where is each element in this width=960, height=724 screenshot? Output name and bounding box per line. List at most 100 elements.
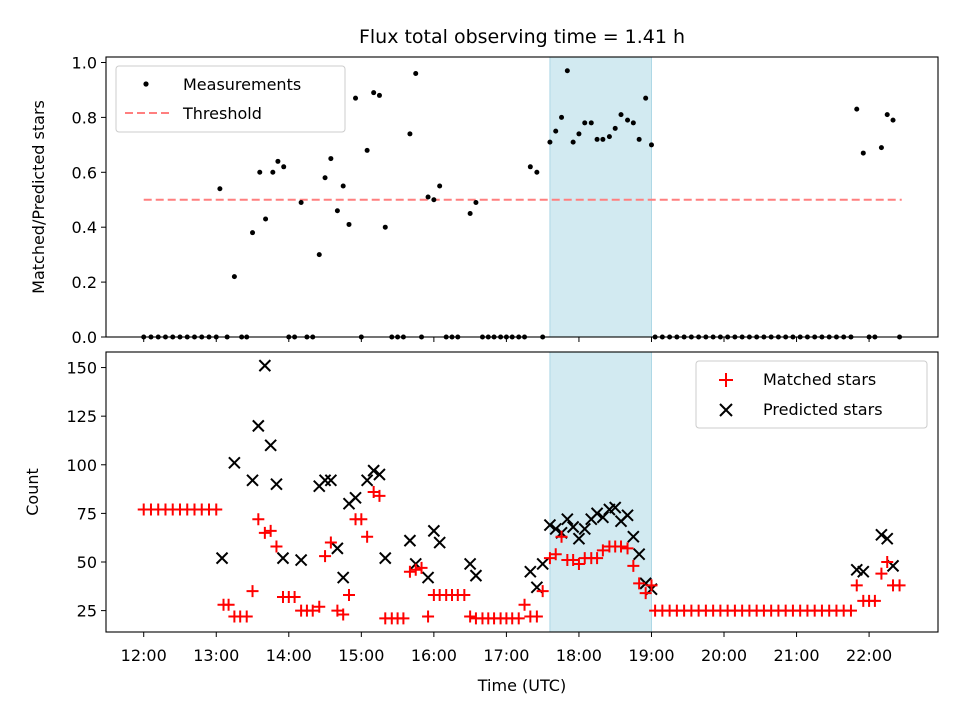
matched-star-marker xyxy=(512,612,525,625)
matched-star-marker xyxy=(403,565,416,578)
measurement-point xyxy=(217,186,223,192)
matched-star-marker xyxy=(596,544,609,557)
measurement-point xyxy=(322,175,328,181)
x-tick-label: 21:00 xyxy=(773,646,819,665)
highlight-span-rect xyxy=(549,351,652,633)
matched-star-marker xyxy=(306,604,319,617)
matched-star-marker xyxy=(415,561,428,574)
highlight-span-rect xyxy=(549,56,652,338)
measurement-point xyxy=(250,230,256,236)
matched-star-marker xyxy=(464,610,477,623)
legend-predicted-marker xyxy=(719,403,733,417)
predicted-star-marker xyxy=(403,534,417,547)
measurement-point xyxy=(353,95,359,101)
measurement-point xyxy=(437,183,443,189)
predicted-star-marker xyxy=(524,565,537,578)
measurement-point xyxy=(346,221,352,227)
measurement-point xyxy=(382,224,388,230)
predicted-star-marker xyxy=(572,532,586,545)
top-y-tick-label: 1.0 xyxy=(72,53,97,72)
measurement-point xyxy=(328,156,334,162)
x-tick-label: 12:00 xyxy=(121,646,167,665)
predicted-star-marker xyxy=(264,439,277,452)
measurement-point xyxy=(648,142,654,148)
measurement-point xyxy=(431,197,437,203)
measurement-point xyxy=(625,117,631,123)
predicted-star-marker xyxy=(228,456,241,470)
matched-star-marker xyxy=(591,552,604,565)
top-y-tick-label: 0.8 xyxy=(72,108,97,127)
predicted-star-marker xyxy=(421,571,435,584)
legend-matched-label: Matched stars xyxy=(763,370,876,389)
legend-predicted-label: Predicted stars xyxy=(763,400,883,419)
predicted-star-marker xyxy=(433,536,446,549)
measurement-point xyxy=(340,183,346,189)
predicted-star-marker xyxy=(627,530,640,543)
measurement-point xyxy=(606,134,612,140)
matched-star-marker xyxy=(252,513,265,526)
top-y-tick-label: 0.6 xyxy=(72,163,97,182)
x-axis-label: Time (UTC) xyxy=(477,676,566,695)
x-tick-label: 15:00 xyxy=(338,646,384,665)
matched-star-marker xyxy=(319,550,332,563)
matched-star-marker xyxy=(639,587,652,600)
top-y-tick-label: 0.0 xyxy=(72,328,97,347)
predicted-star-marker xyxy=(621,509,634,522)
matched-star-marker xyxy=(868,594,881,607)
matched-star-marker xyxy=(210,503,223,516)
x-tick-label: 17:00 xyxy=(483,646,529,665)
predicted-star-marker xyxy=(373,468,386,481)
top-legend: Measurements Threshold xyxy=(115,65,346,133)
matched-star-marker xyxy=(645,579,658,592)
measurement-point xyxy=(570,139,576,145)
matched-star-marker xyxy=(324,536,337,549)
matched-star-marker xyxy=(572,557,585,570)
bottom-y-tick-label: 125 xyxy=(66,407,97,426)
measurement-point xyxy=(612,125,618,131)
top-y-tick-label: 0.4 xyxy=(72,218,97,237)
measurement-point xyxy=(600,136,606,142)
bottom-y-tick-label: 100 xyxy=(66,456,97,475)
measurement-point xyxy=(275,158,281,164)
measurement-point xyxy=(636,136,642,142)
top-highlight-span xyxy=(549,56,652,338)
predicted-star-marker xyxy=(549,522,562,536)
bottom-axes-frame xyxy=(105,351,939,633)
predicted-star-marker xyxy=(294,553,308,567)
predicted-stars-points xyxy=(215,359,900,596)
top-y-tick-label: 0.2 xyxy=(72,273,97,292)
measurement-point xyxy=(553,128,559,134)
predicted-star-marker xyxy=(427,524,441,538)
legend-threshold-label: Threshold xyxy=(182,104,262,123)
predicted-star-marker xyxy=(252,419,265,433)
matched-star-marker xyxy=(555,530,568,543)
x-tick-label: 18:00 xyxy=(556,646,602,665)
matched-star-marker xyxy=(518,598,531,611)
measurement-point xyxy=(473,199,479,205)
matched-star-marker xyxy=(355,513,368,526)
predicted-star-marker xyxy=(875,528,888,541)
measurement-point xyxy=(618,112,624,118)
predicted-star-marker xyxy=(331,542,344,555)
top-panel: 0.0 0.2 0.4 0.6 0.8 1.0 Matched/Predicted sta… xyxy=(29,53,939,347)
measurement-point xyxy=(407,131,413,137)
predicted-star-marker xyxy=(379,551,392,565)
predicted-star-marker xyxy=(632,548,646,561)
measurement-point xyxy=(534,169,540,175)
matched-star-marker xyxy=(633,577,646,590)
predicted-star-marker xyxy=(609,501,622,514)
measurement-point xyxy=(884,112,890,118)
bottom-legend: Matched stars Predicted stars xyxy=(695,360,928,429)
matched-star-marker xyxy=(258,526,271,539)
matched-star-marker xyxy=(530,610,543,623)
matched-star-marker xyxy=(422,610,435,623)
matched-star-marker xyxy=(342,589,355,602)
measurement-point xyxy=(860,150,866,156)
top-y-axis-label: Matched/Predicted stars xyxy=(29,100,48,294)
matched-star-marker xyxy=(850,579,863,592)
matched-star-marker xyxy=(373,489,386,502)
measurement-point xyxy=(564,68,570,74)
top-legend-frame xyxy=(115,65,346,133)
predicted-star-marker xyxy=(367,464,380,477)
predicted-star-marker xyxy=(566,520,580,534)
